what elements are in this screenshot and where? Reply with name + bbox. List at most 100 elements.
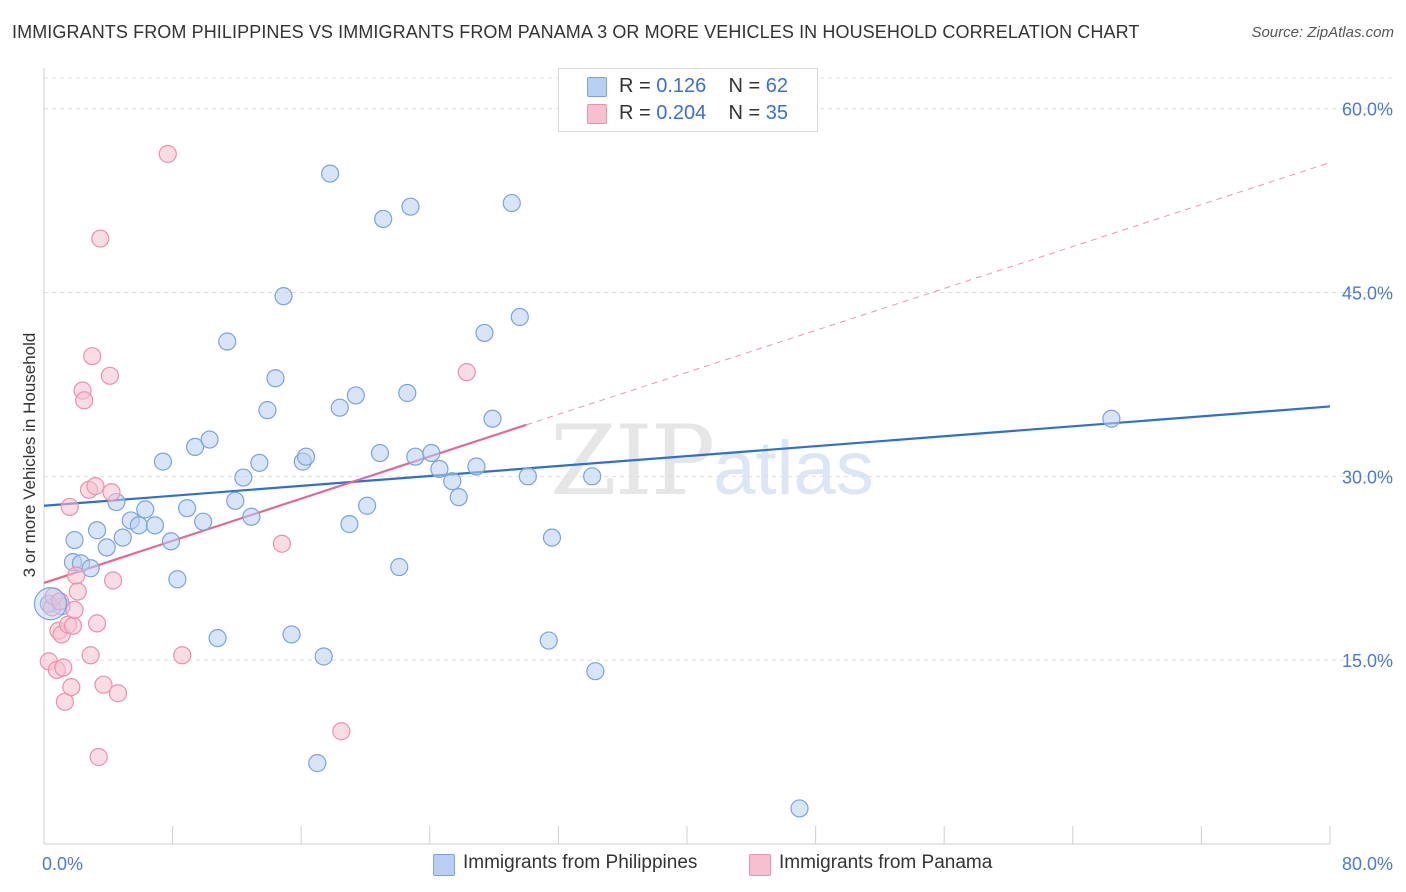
- data-point-philippines: [218, 332, 237, 351]
- data-point-philippines: [370, 443, 390, 463]
- data-point-philippines: [586, 662, 605, 681]
- data-point-philippines: [296, 447, 316, 466]
- legend-n-label: N =: [728, 102, 761, 124]
- data-point-philippines: [97, 538, 116, 557]
- data-point-philippines: [321, 164, 340, 183]
- data-point-philippines-cluster: [33, 587, 68, 621]
- x-tick-label: 0.0%: [42, 854, 83, 874]
- legend-text-panama: R = 0.204 N = 35: [619, 102, 788, 125]
- data-point-panama: [332, 722, 351, 741]
- data-point-panama: [91, 229, 110, 248]
- data-point-panama: [272, 534, 292, 553]
- data-point-philippines: [208, 628, 227, 648]
- legend-swatch-philippines: [587, 77, 607, 97]
- legend-r-label: R =: [619, 75, 651, 97]
- data-point-philippines: [502, 193, 521, 213]
- data-point-philippines: [129, 516, 148, 535]
- data-point-philippines: [483, 409, 502, 428]
- data-point-philippines: [136, 500, 155, 519]
- data-point-philippines: [65, 530, 84, 550]
- data-point-panama: [86, 477, 105, 496]
- y-tick-label: 60.0%: [1342, 100, 1393, 120]
- data-point-philippines: [145, 516, 165, 535]
- legend-r-value: 0.126: [656, 75, 707, 97]
- data-point-philippines: [510, 307, 529, 327]
- data-point-philippines: [443, 472, 462, 491]
- data-point-philippines: [177, 499, 197, 518]
- data-point-philippines: [430, 459, 449, 479]
- data-point-philippines: [113, 528, 132, 547]
- bottom-legend-label-panama: Immigrants from Panama: [779, 852, 993, 873]
- data-point-philippines: [542, 528, 562, 547]
- data-point-panama: [87, 614, 107, 633]
- data-point-philippines: [308, 754, 327, 773]
- data-point-panama: [102, 483, 121, 502]
- data-points: [33, 144, 1121, 818]
- data-point-panama: [62, 678, 81, 697]
- data-point-philippines: [87, 521, 107, 540]
- data-point-philippines: [186, 437, 205, 457]
- trend-lines: [43, 162, 1331, 584]
- data-point-philippines: [401, 197, 420, 216]
- data-point-philippines: [282, 625, 301, 644]
- data-point-panama: [68, 582, 87, 601]
- data-point-philippines: [790, 799, 809, 818]
- chart-title: IMMIGRANTS FROM PHILIPPINES VS IMMIGRANT…: [12, 22, 1140, 42]
- data-point-philippines: [250, 453, 269, 472]
- data-point-philippines: [358, 496, 377, 515]
- x-tick-label: 80.0%: [1342, 854, 1393, 874]
- legend-n-label: N =: [728, 75, 761, 97]
- legend-n-value: 35: [765, 102, 789, 124]
- data-point-panama: [54, 658, 73, 677]
- trend-extension-panama: [526, 162, 1331, 426]
- watermark: ZIPatlas: [550, 405, 874, 517]
- data-point-philippines: [200, 430, 219, 449]
- data-point-philippines: [475, 323, 494, 343]
- data-point-philippines: [583, 467, 602, 486]
- data-point-philippines: [161, 532, 181, 551]
- source-credit: Source: ZipAtlas.com: [1251, 24, 1394, 41]
- data-point-panama: [457, 363, 476, 382]
- data-point-philippines: [449, 488, 468, 507]
- grid-lines: [44, 77, 1392, 661]
- data-point-panama: [60, 497, 79, 517]
- trend-line-philippines: [43, 405, 1331, 507]
- data-point-panama: [89, 747, 108, 767]
- bottom-legend-label-philippines: Immigrants from Philippines: [463, 852, 698, 873]
- trend-line-panama: [43, 423, 527, 584]
- data-point-philippines: [168, 570, 187, 589]
- data-point-panama: [94, 675, 113, 694]
- data-point-philippines: [226, 491, 245, 510]
- data-point-panama: [173, 646, 192, 665]
- legend-r-value: 0.204: [656, 102, 707, 124]
- data-point-panama: [65, 600, 84, 620]
- data-point-philippines: [242, 507, 261, 526]
- data-point-panama: [75, 391, 94, 410]
- data-point-philippines: [390, 557, 409, 577]
- data-point-panama: [108, 684, 128, 703]
- data-point-philippines: [467, 457, 486, 476]
- data-point-philippines: [346, 386, 365, 405]
- legend-swatch-panama: [587, 104, 607, 124]
- tick-labels: 15.0% 30.0% 45.0% 60.0% 0.0% 80.0%: [42, 100, 1393, 874]
- data-point-philippines: [314, 647, 333, 666]
- bottom-legend-swatch-panama: [749, 854, 771, 876]
- data-point-philippines: [234, 468, 253, 487]
- data-point-philippines: [518, 467, 537, 486]
- data-point-philippines: [340, 515, 359, 534]
- watermark-atlas: atlas: [713, 426, 874, 511]
- legend-text-philippines: R = 0.126 N = 62: [619, 75, 788, 98]
- data-point-panama: [104, 571, 123, 590]
- data-point-philippines: [374, 209, 393, 229]
- data-point-panama: [83, 347, 102, 366]
- data-point-philippines: [539, 631, 558, 650]
- data-point-panama: [81, 646, 100, 665]
- legend-r-label: R =: [619, 102, 651, 124]
- data-point-panama: [100, 366, 120, 385]
- data-point-philippines: [258, 401, 277, 420]
- data-point-panama: [63, 616, 83, 635]
- data-point-philippines: [1102, 409, 1121, 428]
- data-point-panama: [158, 144, 177, 164]
- data-point-philippines: [398, 383, 417, 403]
